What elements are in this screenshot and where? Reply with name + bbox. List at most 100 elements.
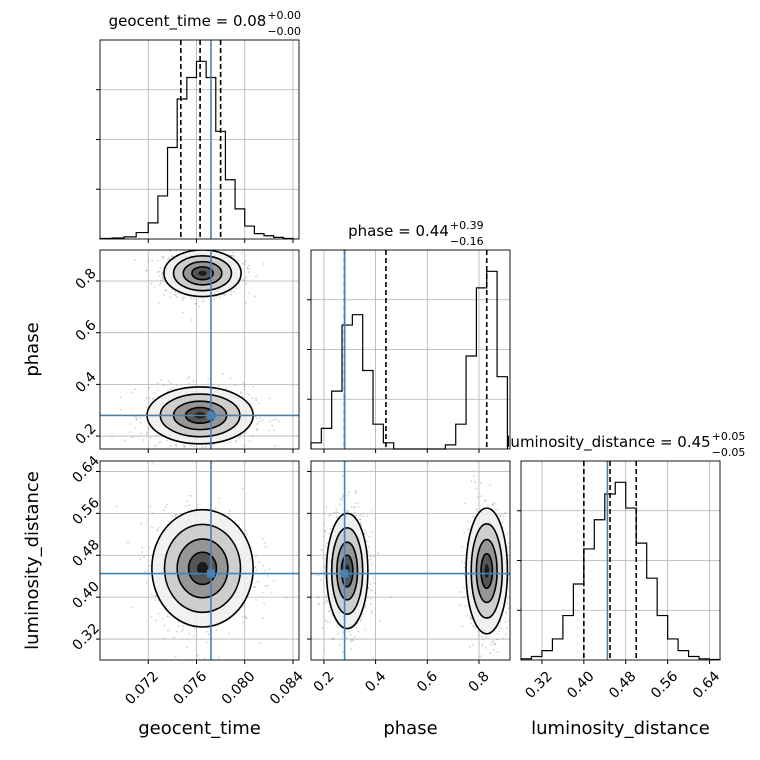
sample-point: [463, 596, 466, 598]
sample-point: [339, 503, 341, 506]
sample-point: [190, 319, 193, 321]
sample-point: [215, 295, 218, 298]
y-tick-label: 0.8: [73, 266, 100, 293]
panel-content: [311, 461, 510, 660]
sample-point: [217, 656, 220, 659]
sample-point: [128, 431, 131, 433]
sample-point: [144, 570, 147, 573]
sample-point: [205, 641, 208, 644]
sample-point: [244, 615, 247, 618]
sample-point: [116, 505, 118, 508]
sample-point: [156, 271, 159, 274]
x-tick-label: 0.32: [522, 668, 555, 701]
sample-point: [478, 634, 480, 637]
sample-point: [158, 274, 161, 277]
sample-point: [321, 549, 323, 552]
sample-point: [500, 626, 502, 629]
sample-point: [494, 509, 496, 511]
sample-point: [355, 514, 357, 517]
sample-point: [248, 440, 251, 443]
sample-point: [507, 542, 510, 544]
sample-point: [485, 636, 487, 639]
sample-point: [241, 252, 243, 254]
scatter-frame: [310, 460, 511, 661]
sample-point: [370, 509, 373, 512]
sample-point: [142, 439, 145, 441]
contour-line: [182, 260, 223, 286]
sample-point: [489, 484, 491, 486]
sample-point: [498, 625, 500, 627]
sample-point: [218, 501, 221, 504]
sample-point: [507, 560, 510, 563]
sample-point: [176, 630, 178, 633]
x-tick-label: 0.56: [648, 668, 681, 701]
sample-point: [230, 255, 233, 257]
sample-point: [372, 577, 375, 579]
sample-point: [243, 444, 246, 447]
sample-point: [243, 605, 246, 607]
sample-point: [359, 518, 361, 521]
sample-point: [157, 389, 159, 391]
sample-point: [347, 495, 350, 497]
sample-point: [328, 532, 331, 535]
sample-point: [369, 555, 372, 558]
sample-point: [161, 273, 163, 276]
sample-point: [324, 619, 327, 622]
sample-point: [484, 647, 487, 649]
histogram-panel-luminosity_distance: luminosity_distance = 0.45 +0.05−0.05: [506, 430, 745, 664]
sample-point: [480, 495, 483, 497]
sample-point: [257, 561, 260, 564]
sample-point: [240, 392, 243, 395]
sample-point: [245, 616, 247, 619]
sample-point: [268, 568, 271, 571]
panel-content: [100, 250, 299, 457]
contour-line: [330, 526, 364, 615]
sample-point: [157, 529, 159, 532]
sample-point: [502, 638, 504, 640]
sample-point: [175, 384, 178, 387]
sample-point: [474, 481, 476, 483]
sample-point: [367, 586, 370, 589]
sample-point: [189, 297, 192, 299]
sample-point: [188, 383, 191, 385]
sample-point: [175, 444, 178, 447]
sample-point: [135, 417, 137, 419]
sample-point: [145, 433, 148, 436]
sample-point: [264, 569, 267, 572]
sample-point: [183, 296, 185, 299]
sample-point: [188, 504, 190, 506]
sample-point: [494, 642, 496, 645]
sample-point: [377, 552, 379, 555]
sample-point: [368, 545, 370, 548]
sample-point: [364, 604, 367, 607]
sample-point: [481, 645, 484, 647]
sample-point: [470, 617, 473, 620]
sample-point: [192, 298, 195, 300]
sample-point: [460, 560, 463, 563]
sample-point: [163, 455, 165, 457]
sample-point: [472, 624, 474, 627]
sample-point: [152, 398, 155, 400]
sample-point: [188, 375, 191, 378]
sample-point: [247, 271, 250, 274]
scatter-panel-geocent_time-luminosity_distance: [96, 460, 300, 664]
sample-point: [273, 429, 276, 431]
histogram-title: geocent_time = 0.08: [109, 12, 267, 31]
sample-point: [242, 621, 245, 624]
sample-point: [229, 377, 232, 380]
sample-point: [181, 311, 184, 314]
sample-point: [506, 626, 508, 629]
sample-point: [225, 387, 228, 390]
sample-point: [371, 589, 374, 592]
sample-point: [257, 402, 260, 405]
sample-point: [163, 624, 166, 627]
sample-point: [232, 251, 235, 254]
x-axis-label: phase: [383, 718, 437, 739]
sample-point: [349, 640, 352, 643]
sample-point: [146, 260, 149, 263]
sample-point: [483, 500, 486, 503]
sample-point: [461, 596, 464, 599]
sample-point: [255, 397, 257, 400]
x-tick-label: 0.080: [219, 668, 259, 708]
